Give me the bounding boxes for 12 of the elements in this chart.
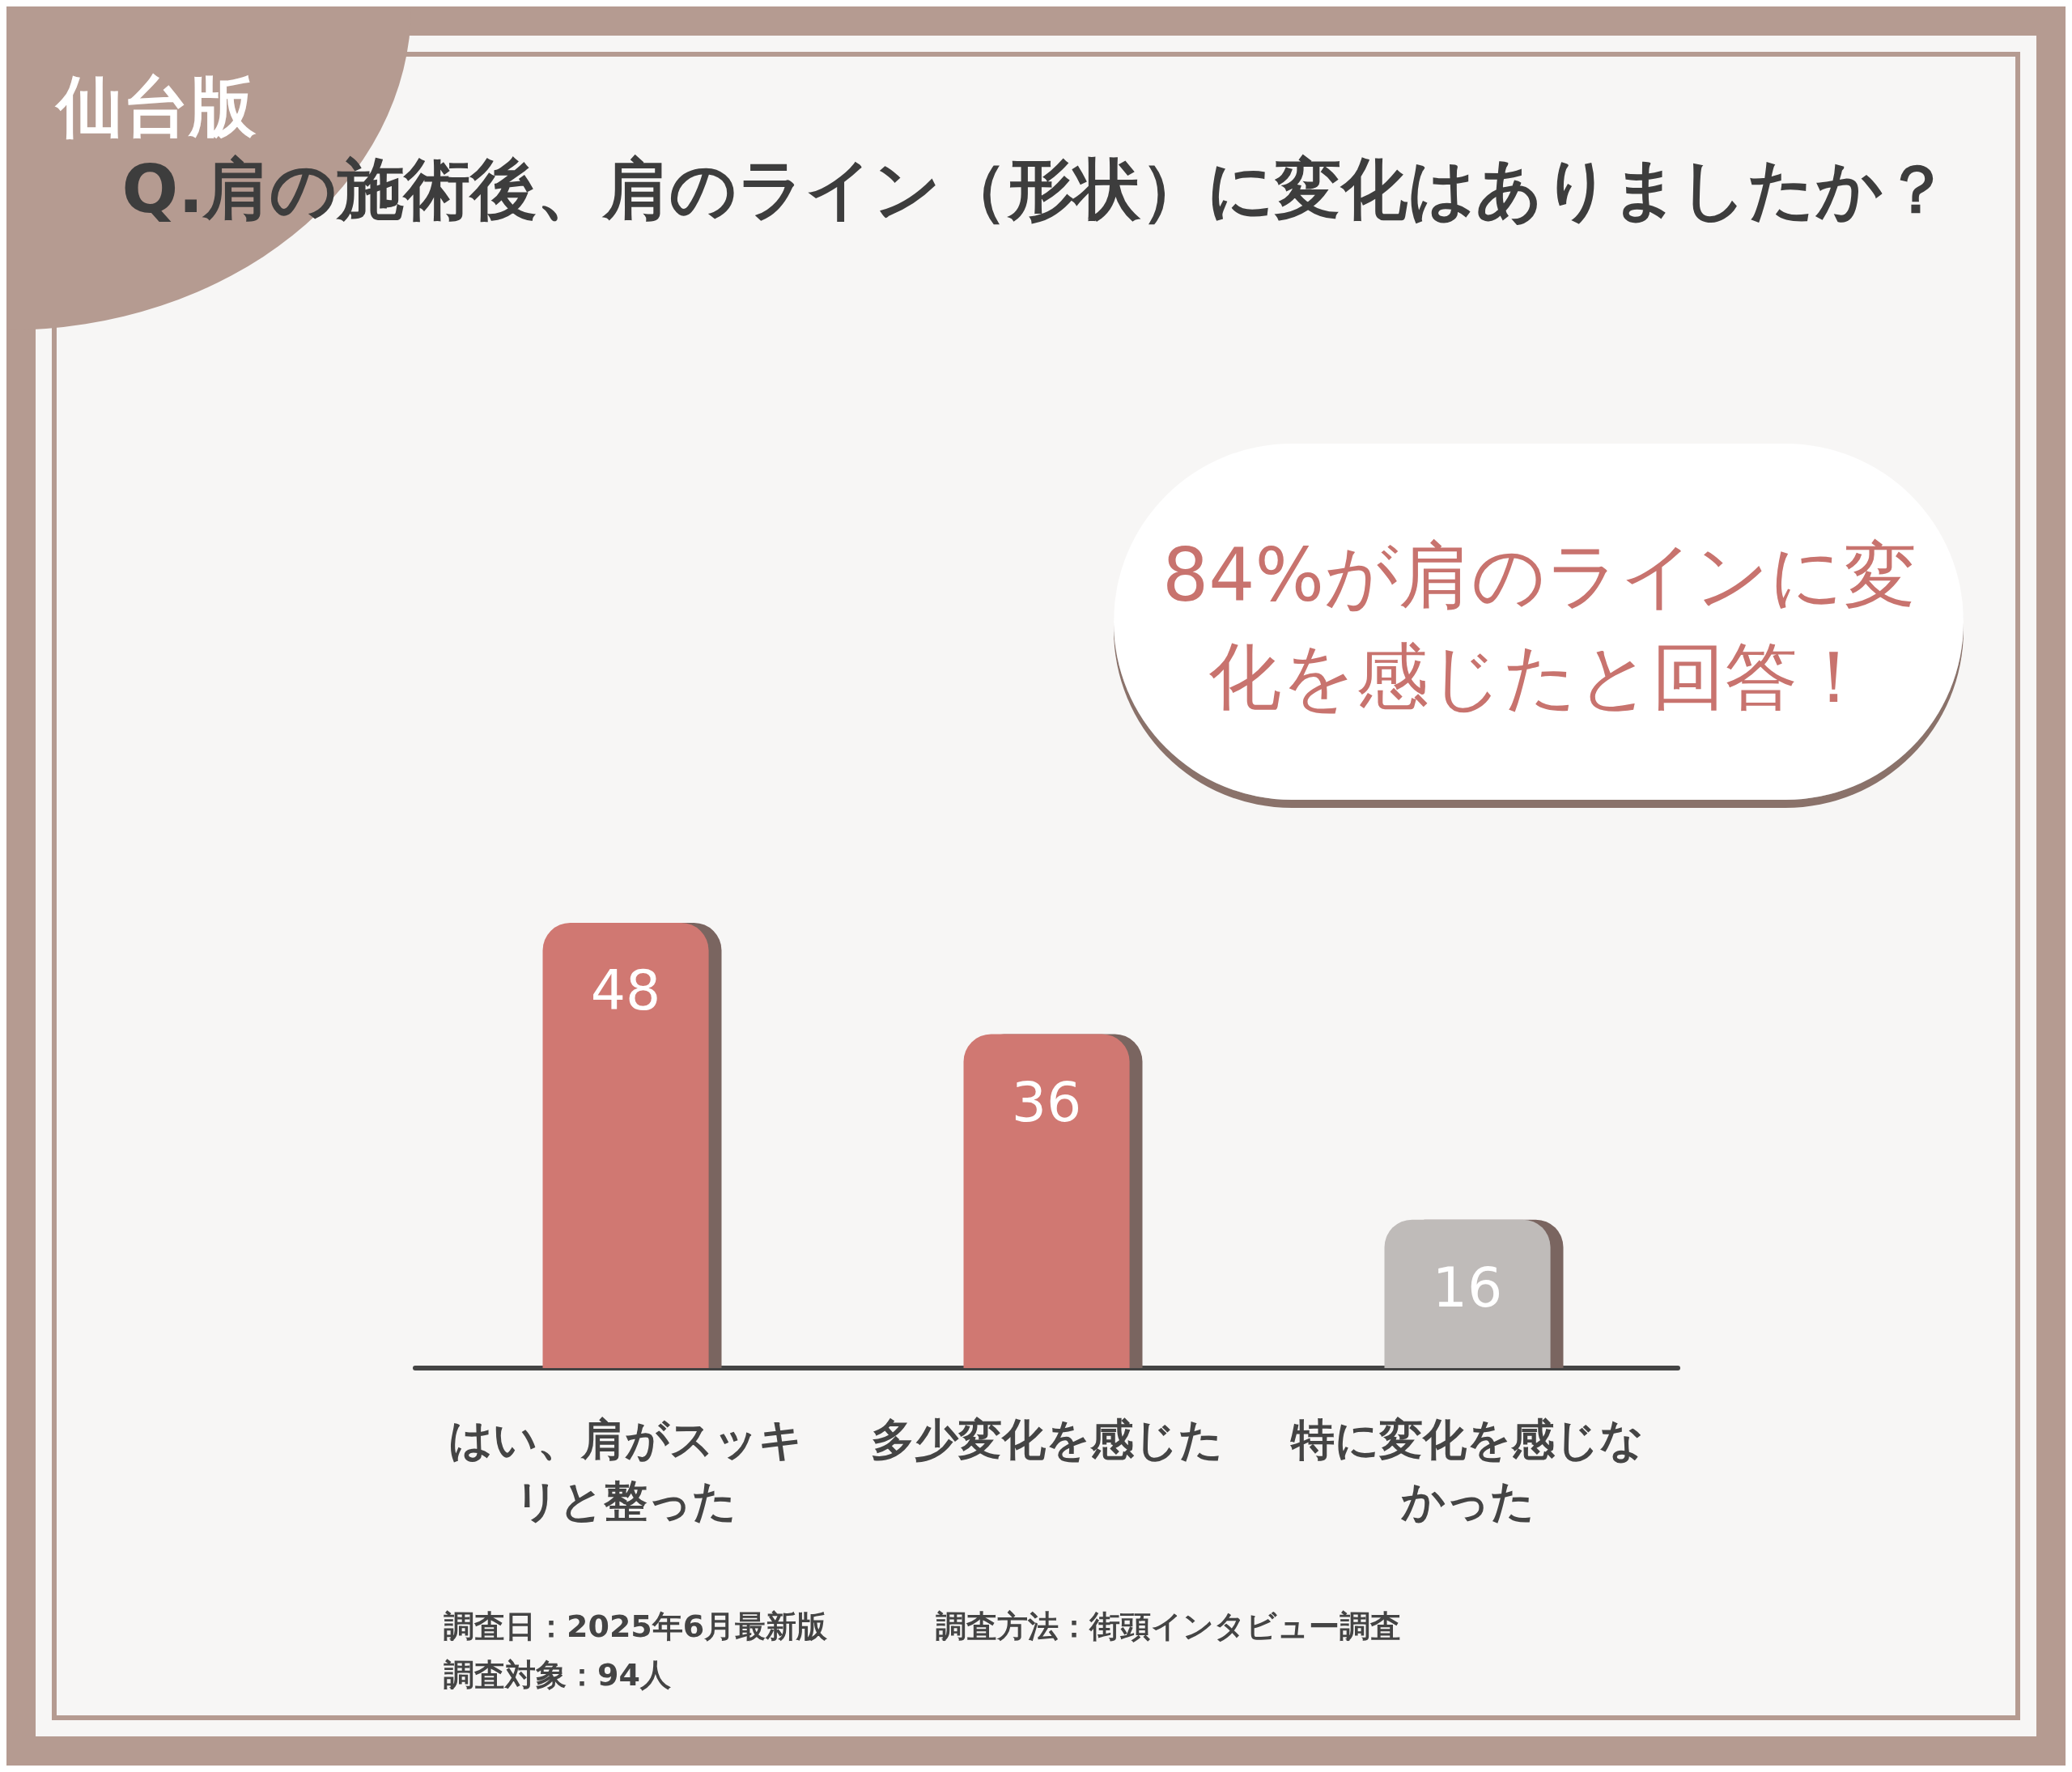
x-tick-label: 多少変化を感じた — [870, 1413, 1223, 1465]
data-label: 36 — [1011, 1069, 1082, 1134]
chart-title: Q.肩の施術後、肩のライン（形状）に変化はありましたか？ — [121, 150, 1951, 227]
text: 仙台版 — [57, 68, 256, 145]
x-tick-label: はい、肩がスッキリと整った — [448, 1413, 803, 1527]
text: 調査対象：94人 — [444, 1657, 671, 1693]
text: 調査日：2025年6月最新版 — [444, 1608, 829, 1644]
data-label: 16 — [1432, 1256, 1503, 1320]
x-tick-label: 特に変化を感じなかった — [1289, 1413, 1644, 1527]
data-label: 48 — [590, 958, 661, 1023]
text: 調査方法：街頭インタビュー調査 — [936, 1608, 1401, 1644]
text: 84%が肩のラインに変化を感じたと回答！ — [1161, 533, 1917, 719]
